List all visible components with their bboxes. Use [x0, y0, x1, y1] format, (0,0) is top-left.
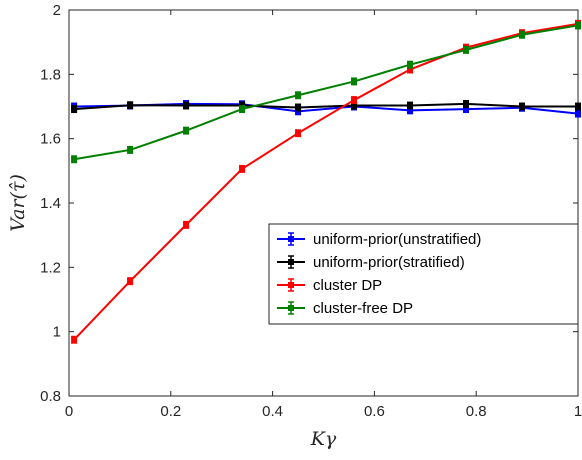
legend-item: cluster-free DP	[277, 300, 413, 317]
y-tick-label: 1.8	[40, 66, 61, 83]
data-point	[71, 156, 78, 163]
data-point	[71, 106, 78, 113]
y-tick-label: 1.4	[40, 195, 61, 212]
x-tick-label: 0.8	[466, 403, 487, 420]
data-point	[407, 61, 414, 68]
data-point	[183, 221, 190, 228]
data-point	[463, 46, 470, 53]
data-point	[239, 106, 246, 113]
series-2	[71, 99, 581, 114]
x-tick-label: 0.6	[364, 403, 385, 420]
data-point	[239, 165, 246, 172]
data-point	[575, 22, 581, 29]
legend-item: uniform-prior(stratified)	[277, 254, 465, 271]
legend-box	[268, 223, 579, 325]
series-1	[71, 99, 581, 118]
y-tick-label: 1	[53, 324, 61, 341]
data-point	[463, 106, 470, 113]
data-point	[407, 107, 414, 114]
data-point	[519, 103, 526, 110]
data-point	[127, 278, 134, 285]
legend-label: cluster DP	[313, 277, 382, 294]
data-point	[463, 100, 470, 107]
data-point	[295, 130, 302, 137]
data-point	[183, 127, 190, 134]
legend-swatch-marker	[288, 259, 294, 265]
legend-swatch-marker	[288, 282, 294, 288]
legend-label: uniform-prior(unstratified)	[313, 231, 481, 248]
y-tick-label: 1.2	[40, 259, 61, 276]
plot-frame	[68, 9, 579, 397]
data-point	[575, 103, 581, 110]
legend-item: uniform-prior(unstratified)	[277, 231, 481, 248]
data-point	[295, 92, 302, 99]
y-tick-label: 0.8	[40, 388, 61, 405]
legend-label: cluster-free DP	[313, 300, 413, 317]
series-line	[73, 24, 579, 161]
data-point	[407, 102, 414, 109]
data-point	[351, 78, 358, 85]
data-point	[519, 31, 526, 38]
axes-box	[68, 9, 579, 397]
y-axis-label: Var(τ̂)	[7, 174, 29, 232]
y-tick-label: 1.6	[40, 131, 61, 148]
data-point	[71, 336, 78, 343]
data-point	[351, 102, 358, 109]
x-tick-label: 0	[65, 403, 73, 420]
data-point	[127, 102, 134, 109]
x-tick-label: 0.2	[160, 403, 181, 420]
series-line	[73, 22, 579, 341]
data-point	[295, 104, 302, 111]
data-point	[127, 146, 134, 153]
x-tick-label: 1	[574, 403, 582, 420]
data-point	[575, 110, 581, 117]
legend-swatch-marker	[288, 305, 294, 311]
x-axis-label: Kγ	[310, 428, 337, 450]
legend-label: uniform-prior(stratified)	[313, 254, 465, 271]
ticks-layer: 0 0.2 0.4 0.6 0.8 1 0.8 1 1.2 1.4 1.6 1.8 2	[40, 2, 582, 420]
data-point	[351, 97, 358, 104]
x-tick-label: 0.4	[262, 403, 283, 420]
data-point	[407, 66, 414, 73]
series-4	[71, 21, 581, 164]
legend: uniform-prior(unstratified) uniform-prior…	[268, 223, 579, 325]
y-tick-label: 2	[53, 2, 61, 19]
legend-item: cluster DP	[277, 277, 382, 294]
legend-swatch-marker	[288, 236, 294, 242]
series-line	[74, 102, 578, 111]
data-point	[183, 102, 190, 109]
series-layer	[71, 19, 581, 344]
